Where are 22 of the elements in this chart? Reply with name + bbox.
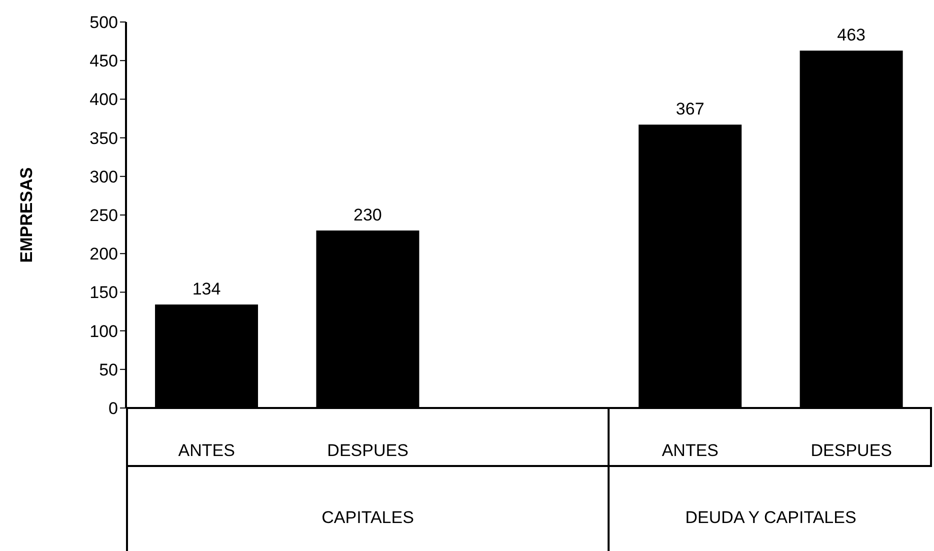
text: DEUDA Y CAPITALES xyxy=(684,508,858,528)
data-label: 367 xyxy=(676,100,704,119)
y-tick-label: 450 xyxy=(90,52,118,71)
text: CAPITALES xyxy=(320,508,415,528)
data-label: 134 xyxy=(192,280,221,299)
y-tick-label: 150 xyxy=(90,283,118,302)
x-tick-label: DESPUES xyxy=(810,441,892,460)
x-tick-label: DESPUES xyxy=(327,441,408,460)
y-tick-label: 250 xyxy=(90,206,118,226)
x-tick-label: ANTES xyxy=(662,441,719,460)
y-tick-label: 100 xyxy=(90,322,118,341)
x-tick-label: ANTES xyxy=(178,441,235,460)
data-label: 230 xyxy=(354,205,382,224)
y-tick-label: 500 xyxy=(90,13,118,32)
y-axis-title: EMPRESAS xyxy=(17,167,36,263)
y-tick-label: 0 xyxy=(108,399,118,418)
y-tick-label: 200 xyxy=(90,244,118,264)
y-tick-label: 350 xyxy=(90,128,118,148)
y-tick-label: 400 xyxy=(90,90,118,110)
data-label: 463 xyxy=(837,26,866,45)
y-tick-label: 50 xyxy=(99,360,118,380)
y-tick-label: 300 xyxy=(90,167,118,186)
